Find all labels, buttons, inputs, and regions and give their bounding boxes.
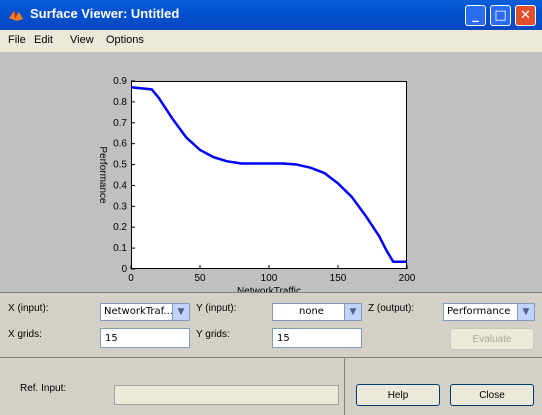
menu-view[interactable]: View bbox=[70, 34, 94, 46]
y-tick-label: 0.9 bbox=[113, 76, 127, 87]
y-tick-label: 0 bbox=[121, 264, 127, 275]
plot-axes bbox=[131, 81, 407, 269]
y-tick-label: 0.7 bbox=[113, 118, 127, 129]
y-input-value: none bbox=[299, 306, 324, 317]
y-tick-label: 0.3 bbox=[113, 201, 127, 212]
x-input-select[interactable]: NetworkTraf... ▼ bbox=[100, 303, 190, 321]
close-icon: ✕ bbox=[520, 8, 531, 23]
z-output-select[interactable]: Performance ▼ bbox=[443, 303, 535, 321]
x-grids-label: X grids: bbox=[8, 329, 42, 340]
x-tick-label: 200 bbox=[399, 273, 416, 284]
surface-plot: 0 50 100 150 200 0 0.1 0.2 0.3 0.4 0.5 0.6 0.7 0.8 0.9… bbox=[97, 76, 416, 297]
y-input-select[interactable]: none ▼ bbox=[272, 303, 362, 321]
menu-options[interactable]: Options bbox=[106, 34, 144, 46]
x-tick-label: 100 bbox=[261, 273, 278, 284]
series-line bbox=[130, 86, 407, 263]
y-grids-field[interactable]: 15 bbox=[272, 328, 362, 348]
x-grids-value: 15 bbox=[105, 333, 118, 344]
y-grids-value: 15 bbox=[277, 333, 290, 344]
ref-input-field[interactable] bbox=[114, 385, 339, 405]
y-tick-label: 0.6 bbox=[113, 139, 127, 150]
minimize-button[interactable]: _ bbox=[465, 5, 486, 26]
evaluate-button[interactable]: Evaluate bbox=[450, 328, 534, 350]
x-input-value: NetworkTraf... bbox=[104, 306, 173, 317]
y-grids-label: Y grids: bbox=[196, 329, 230, 340]
z-output-label: Z (output): bbox=[368, 303, 415, 314]
title-bar[interactable]: Surface Viewer: Untitled _ □ ✕ bbox=[0, 0, 542, 30]
chevron-down-icon: ▼ bbox=[517, 304, 534, 320]
x-tick-label: 150 bbox=[330, 273, 347, 284]
menu-edit[interactable]: Edit bbox=[34, 34, 53, 46]
x-tick-label: 0 bbox=[128, 273, 134, 284]
y-tick-label: 0.5 bbox=[113, 160, 127, 171]
maximize-button[interactable]: □ bbox=[490, 5, 511, 26]
x-grids-field[interactable]: 15 bbox=[100, 328, 190, 348]
matlab-icon bbox=[9, 11, 23, 21]
y-tick-label: 0.4 bbox=[113, 180, 127, 191]
x-input-label: X (input): bbox=[8, 303, 49, 314]
y-tick-label: 0.1 bbox=[113, 243, 127, 254]
chevron-down-icon: ▼ bbox=[344, 304, 361, 320]
y-axis-label: Performance bbox=[97, 146, 108, 204]
menu-bar: File Edit View Options bbox=[0, 30, 542, 52]
window-title: Surface Viewer: Untitled bbox=[30, 6, 180, 21]
minimize-icon: _ bbox=[472, 8, 479, 23]
close-window-button[interactable]: ✕ bbox=[515, 5, 536, 26]
y-tick-label: 0.2 bbox=[113, 222, 127, 233]
y-input-label: Y (input): bbox=[196, 303, 237, 314]
help-button[interactable]: Help bbox=[356, 384, 440, 406]
y-tick-label: 0.8 bbox=[113, 97, 127, 108]
maximize-icon: □ bbox=[494, 8, 507, 23]
x-axis-label: NetworkTraffic bbox=[237, 286, 301, 297]
chevron-down-icon: ▼ bbox=[172, 304, 189, 320]
ref-input-label: Ref. Input: bbox=[20, 383, 67, 394]
menu-file[interactable]: File bbox=[8, 34, 26, 46]
x-tick-label: 50 bbox=[194, 273, 206, 284]
z-output-value: Performance bbox=[447, 306, 511, 317]
close-button[interactable]: Close bbox=[450, 384, 534, 406]
divider bbox=[344, 357, 345, 415]
divider bbox=[0, 357, 542, 358]
